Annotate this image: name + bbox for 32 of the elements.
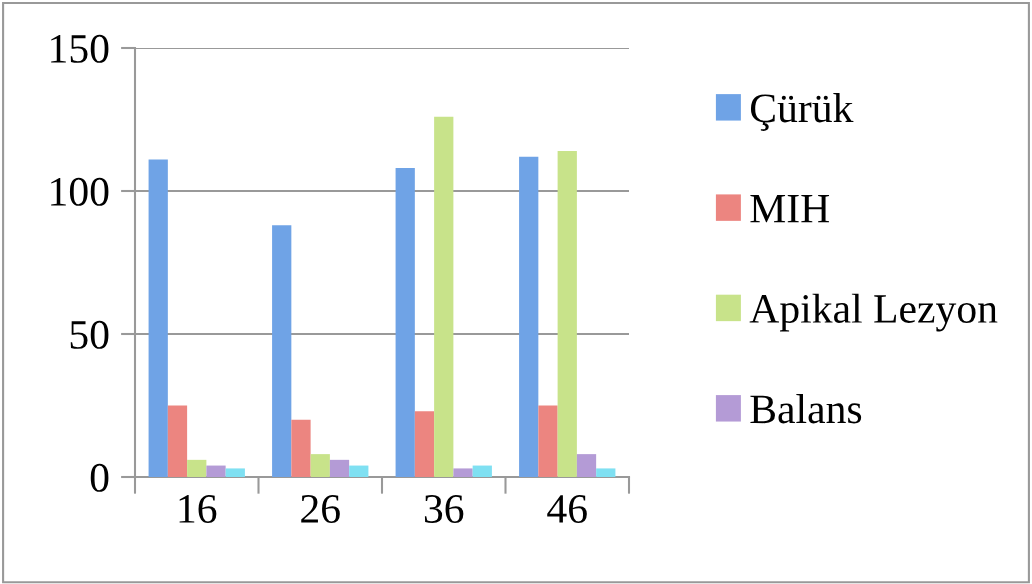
y-tick-label: 0 bbox=[90, 463, 109, 492]
bar bbox=[576, 454, 597, 477]
bar bbox=[538, 405, 558, 477]
bar bbox=[167, 405, 188, 477]
bar bbox=[434, 116, 454, 477]
legend-label: Apikal Lezyon bbox=[749, 293, 998, 332]
bar bbox=[291, 419, 311, 477]
bar bbox=[187, 459, 207, 477]
bar bbox=[310, 454, 330, 477]
x-tick-label: 36 bbox=[424, 494, 464, 523]
bar bbox=[472, 465, 492, 477]
bar bbox=[519, 156, 539, 477]
bar bbox=[395, 168, 415, 477]
y-tick-label: 150 bbox=[51, 34, 109, 63]
x-tick-label: 46 bbox=[547, 494, 587, 523]
bar bbox=[349, 465, 369, 477]
x-tick-label: 26 bbox=[301, 494, 340, 523]
legend-label: Çürük bbox=[750, 93, 854, 131]
bar bbox=[596, 468, 616, 477]
legend-label: MIH bbox=[750, 195, 830, 223]
bar bbox=[206, 465, 226, 477]
x-tick-label: 16 bbox=[179, 494, 217, 523]
bar bbox=[329, 459, 350, 477]
bar bbox=[225, 468, 245, 477]
bar bbox=[272, 225, 292, 477]
bar bbox=[453, 468, 473, 477]
bar bbox=[557, 150, 577, 477]
y-tick-label: 100 bbox=[51, 177, 109, 206]
bar bbox=[414, 411, 435, 477]
y-tick-label: 50 bbox=[70, 320, 109, 349]
bar bbox=[148, 159, 168, 477]
legend-label: Balans bbox=[750, 394, 862, 424]
